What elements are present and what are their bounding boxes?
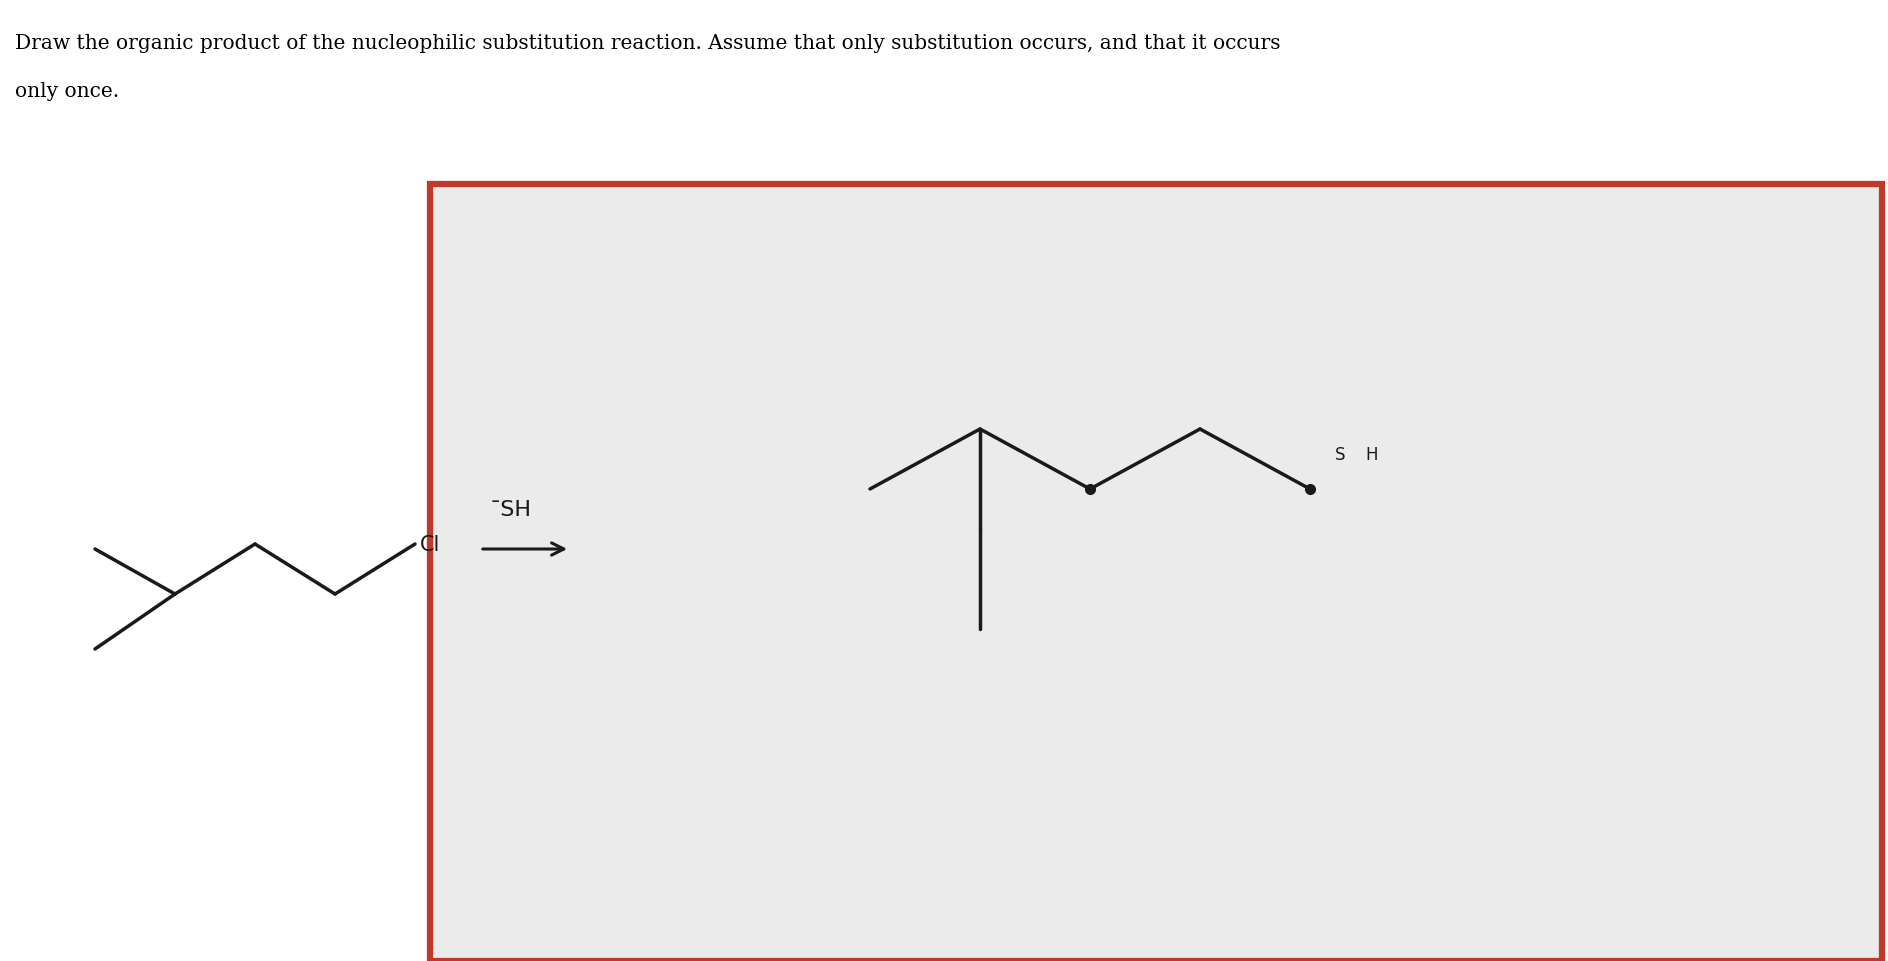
- Text: only once.: only once.: [15, 82, 119, 101]
- Text: ¯SH: ¯SH: [491, 500, 532, 520]
- Text: Draw the organic product of the nucleophilic substitution reaction. Assume that : Draw the organic product of the nucleoph…: [15, 34, 1280, 53]
- Text: H: H: [1365, 446, 1378, 463]
- Text: Cl: Cl: [419, 534, 440, 554]
- Bar: [430, 185, 1882, 961]
- Text: S: S: [1335, 446, 1346, 463]
